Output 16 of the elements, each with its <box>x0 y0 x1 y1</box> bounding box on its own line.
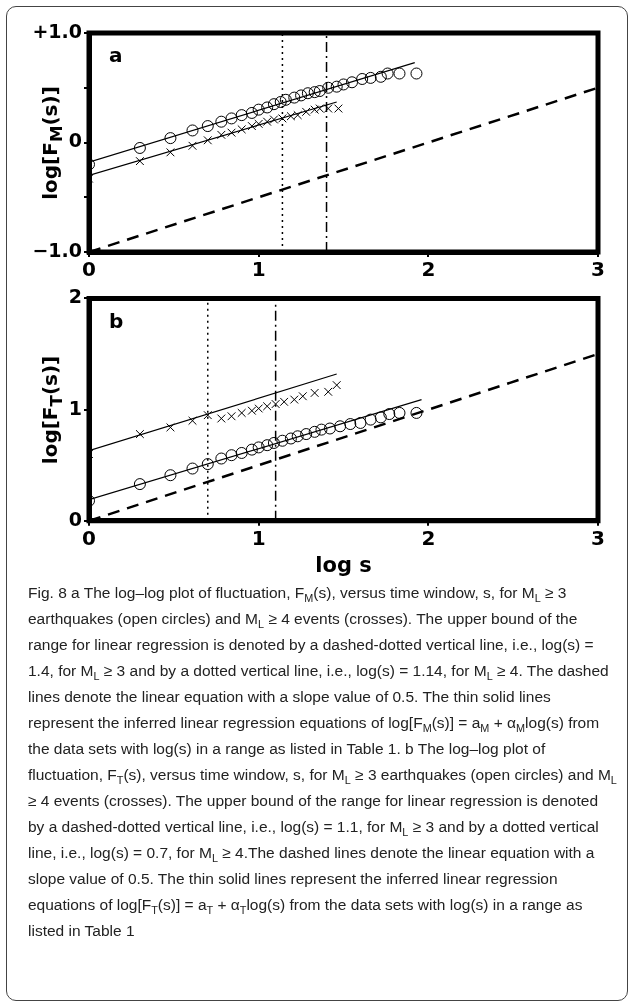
annotation: b <box>109 308 124 333</box>
x-tick-label: 2 <box>421 257 436 282</box>
y-tick-label: 2 <box>68 285 82 308</box>
y-tick-label: −1.0 <box>32 238 82 261</box>
x-tick-label: 2 <box>421 526 436 550</box>
text: Fig. 8 a The log–log plot of fluctuation, F$_{M}$(s), versus time window, s, for M$_{L}$ ≥ 3 earthquakes (open circles) and M$_{L}$ ≥ 4 events (crosses). The upper bound of the range for linear regression is denoted by a dashed-dotted vertical line, i.e., log(s) = 1.4, for M$_{L}$ ≥ 3 and by a dotted vertical line, i.e., log(s) = 1.14, for M$_{L}$ ≥ 4. The dashed lines denote the linear equation with a slope value of 0.5. The thin solid lines represent the inferred linear regression equations of log[F$_{M}$(s)] = a$_{M}$ + α$_{M}$log(s) from the data sets with log(s) in a range as listed in Table 1. b The log–log plot of fluctuation, F$_{T}$(s), versus time window, s, for M$_{L}$ ≥ 3 earthquakes (open circles) and M$_{L}$ ≥ 4 events (crosses). The upper bound of the range for linear regression is denoted by a dashed-dotted vertical line, i.e., log(s) = 1.1, for M$_{L}$ ≥ 3 and by a dotted vertical line, i.e., log(s) = 0.7, for M$_{L}$ ≥ 4.The dashed lines denote the linear equation with a slope value of 0.5. The thin solid lines represent the inferred linear regression equations of log[F$_{T}$(s)] = a$_{T}$ + α$_{T}$log(s) from the data sets with log(s) in a range as listed in Table 1 <box>28 584 617 939</box>
y-tick-label: +1.0 <box>32 19 82 42</box>
y-tick-label: 0 <box>68 129 82 152</box>
x-tick-label: 3 <box>591 257 605 282</box>
x-tick-label: 1 <box>251 257 266 282</box>
x-axis-title: log s <box>315 552 372 577</box>
x-tick-label: 1 <box>251 526 266 550</box>
y-tick-label: 0 <box>68 507 82 530</box>
annotation: a <box>109 43 123 68</box>
y-tick-label: 1 <box>68 396 82 419</box>
x-tick-label: 3 <box>591 526 605 550</box>
